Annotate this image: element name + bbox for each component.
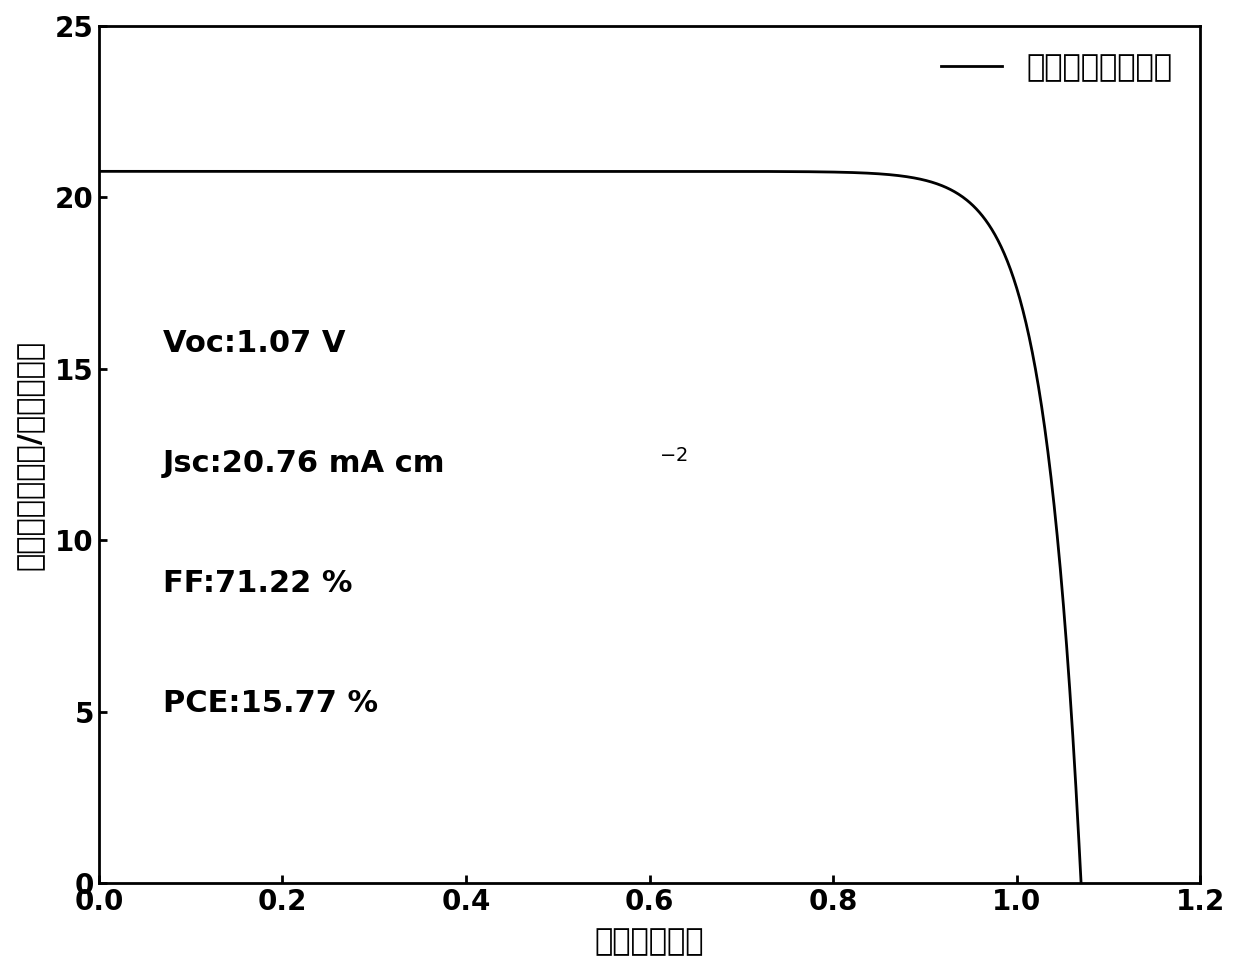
Text: Voc:1.07 V: Voc:1.07 V <box>164 328 346 357</box>
钓钙矿太阳能电池 <box>827 166 842 178</box>
Text: Jsc:20.76 mA cm: Jsc:20.76 mA cm <box>164 449 445 478</box>
Text: PCE:15.77 %: PCE:15.77 % <box>164 688 378 718</box>
钓钙矿太阳能电池 <box>1074 877 1089 888</box>
Text: $^{-2}$: $^{-2}$ <box>658 450 688 478</box>
X-axis label: 电压（伏特）: 电压（伏特） <box>595 927 704 956</box>
钓钙矿太阳能电池 <box>471 165 486 177</box>
钓钙矿太阳能电池 <box>640 165 655 177</box>
钓钙矿太阳能电池 <box>92 165 107 177</box>
Y-axis label: 电流密度（毫安/平方厘米）: 电流密度（毫安/平方厘米） <box>15 340 43 570</box>
钓钙矿太阳能电池 <box>304 165 319 177</box>
Line: 钓钙矿太阳能电池: 钓钙矿太阳能电池 <box>99 171 1081 883</box>
Text: FF:71.22 %: FF:71.22 % <box>164 569 352 597</box>
钓钙矿太阳能电池 <box>1063 698 1078 710</box>
Legend: 钓钙矿太阳能电池: 钓钙矿太阳能电池 <box>929 42 1185 95</box>
钓钙矿太阳能电池 <box>387 165 402 177</box>
